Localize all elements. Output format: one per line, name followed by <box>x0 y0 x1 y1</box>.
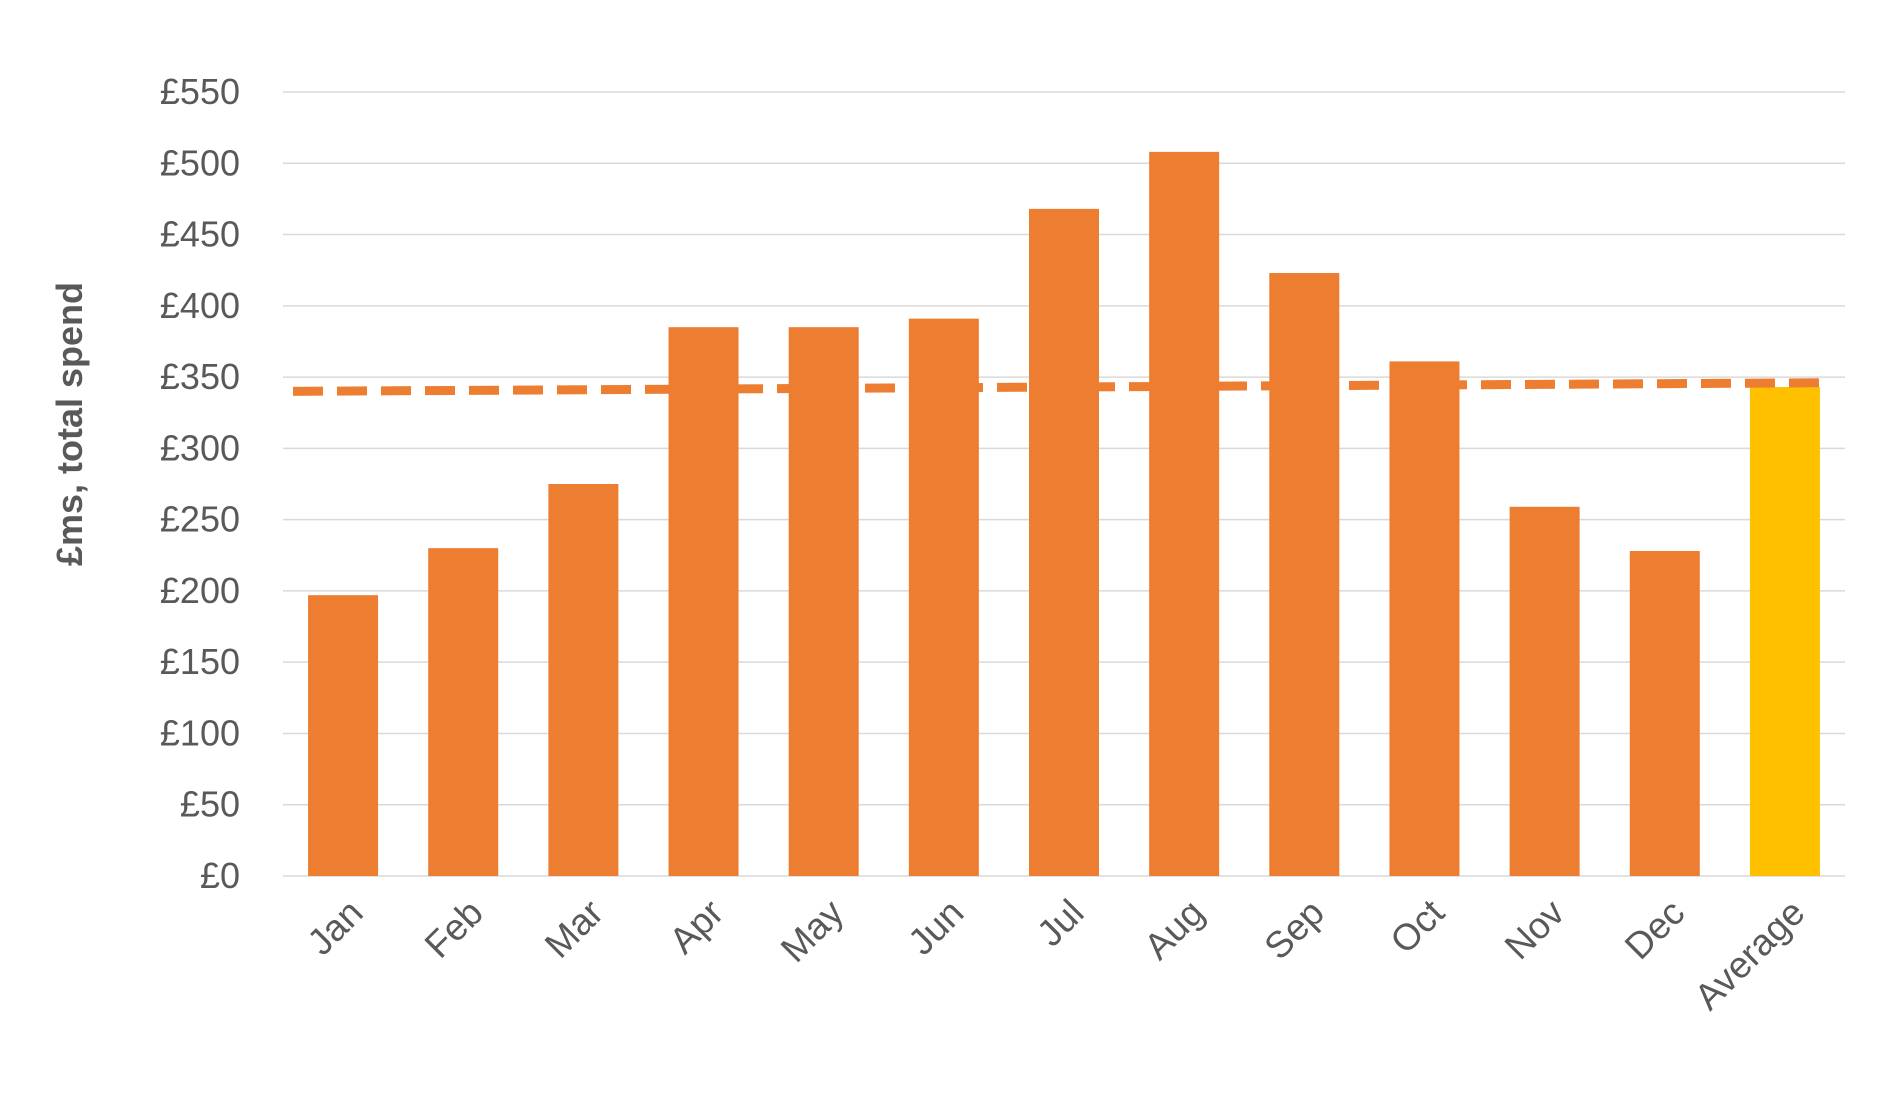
x-tick-label: Sep <box>1256 892 1332 968</box>
bar-jun <box>908 318 979 876</box>
bar-nov <box>1509 506 1580 876</box>
y-tick-label: £150 <box>160 641 240 682</box>
x-tick-label: Mar <box>537 892 611 966</box>
y-tick-label: £0 <box>200 855 240 896</box>
y-tick-label: £100 <box>160 712 240 753</box>
bar-sep <box>1269 273 1340 876</box>
y-tick-label: £50 <box>180 784 240 825</box>
bar-may <box>788 327 859 876</box>
average-line-layer <box>292 378 1823 396</box>
x-tick-label: Jan <box>300 892 371 963</box>
y-tick-label: £250 <box>160 499 240 540</box>
x-tick-label: Jul <box>1029 892 1091 954</box>
x-tick-label: Average <box>1687 892 1813 1018</box>
y-tick-label: £550 <box>160 71 240 112</box>
x-tick-label: Oct <box>1382 891 1452 961</box>
x-tick-label: Feb <box>417 892 491 966</box>
bar-jan <box>308 595 379 876</box>
bar-oct <box>1389 361 1460 877</box>
y-tick-label: £500 <box>160 142 240 183</box>
bars <box>308 151 1820 877</box>
y-tick-label: £350 <box>160 356 240 397</box>
bar-jul <box>1029 208 1099 876</box>
bar-apr <box>668 327 739 876</box>
y-tick-label: £200 <box>160 570 240 611</box>
bar-dec <box>1629 550 1700 876</box>
y-tick-label: £400 <box>160 285 240 326</box>
average-dashed-line <box>292 378 1823 396</box>
bar-aug <box>1149 151 1220 877</box>
x-tick-label: Nov <box>1497 891 1573 967</box>
bar-feb <box>428 548 499 876</box>
y-axis-ticks: £0 £50 £100 £150 £200 £250 £300 £350 £400 £450 £50… <box>160 71 240 896</box>
x-tick-label: Aug <box>1136 892 1212 968</box>
y-axis-title: £ms, total spend <box>49 282 90 566</box>
x-tick-label: Apr <box>661 892 731 962</box>
x-tick-label: May <box>773 891 852 970</box>
x-tick-label: Jun <box>900 892 971 963</box>
bar-mar <box>548 484 619 876</box>
x-axis-ticks: Jan Feb Mar Apr May Jun Jul Aug Sep Oct Nov DecAver… <box>300 891 1813 1017</box>
average-bar <box>1749 387 1820 876</box>
y-tick-label: £300 <box>160 427 240 468</box>
x-tick-label: Dec <box>1617 892 1693 968</box>
y-tick-label: £450 <box>160 214 240 255</box>
